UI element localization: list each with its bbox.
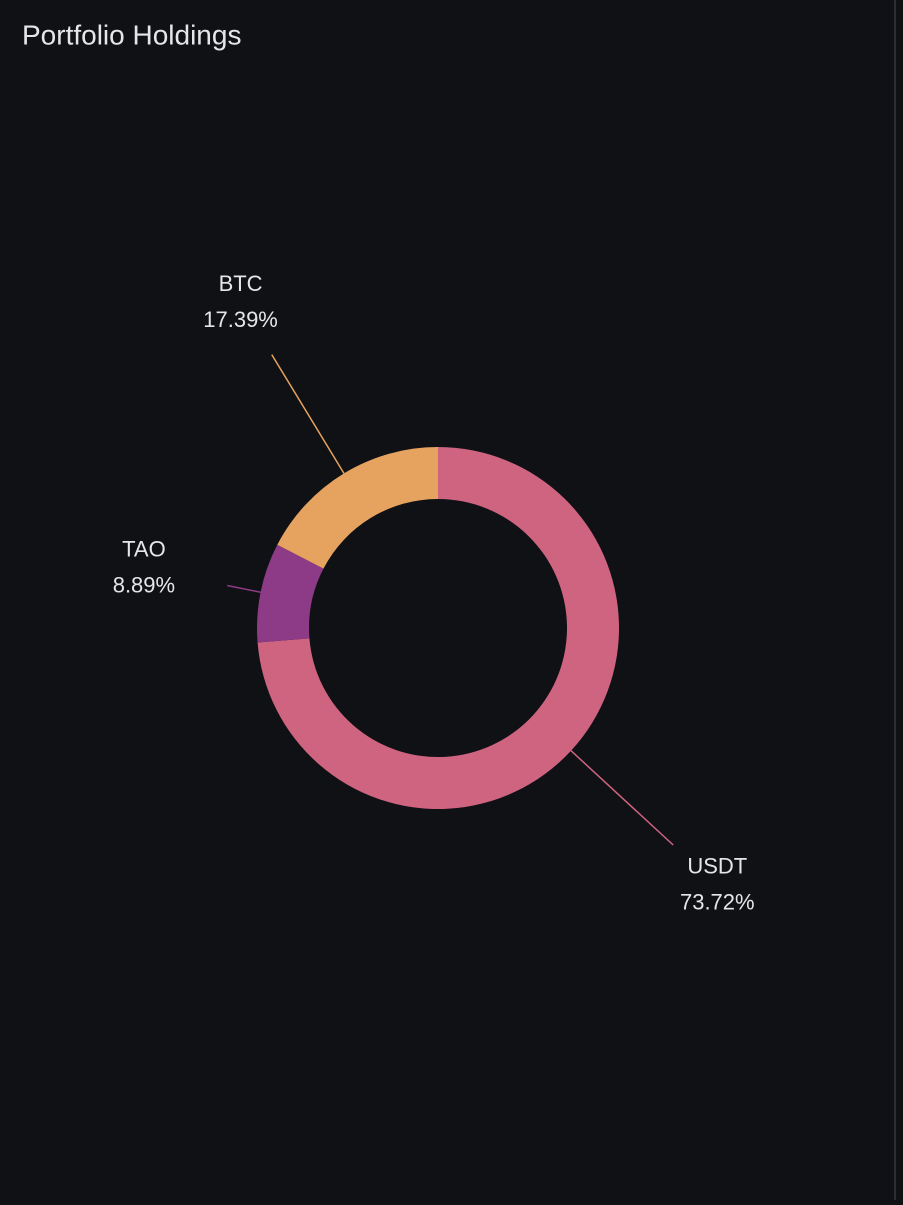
value-label: 73.72% [680, 889, 755, 914]
slice-label: USDT [687, 853, 747, 878]
value-label: 17.39% [203, 307, 278, 332]
slice-label: BTC [219, 271, 263, 296]
leader-line [227, 584, 261, 593]
leader-line [271, 354, 345, 474]
leader-line [570, 750, 674, 846]
donut-segment [257, 544, 324, 643]
donut-segment [277, 447, 438, 569]
value-label: 8.89% [113, 573, 175, 598]
chart-title: Portfolio Holdings [22, 19, 241, 50]
slice-label: TAO [122, 537, 166, 562]
